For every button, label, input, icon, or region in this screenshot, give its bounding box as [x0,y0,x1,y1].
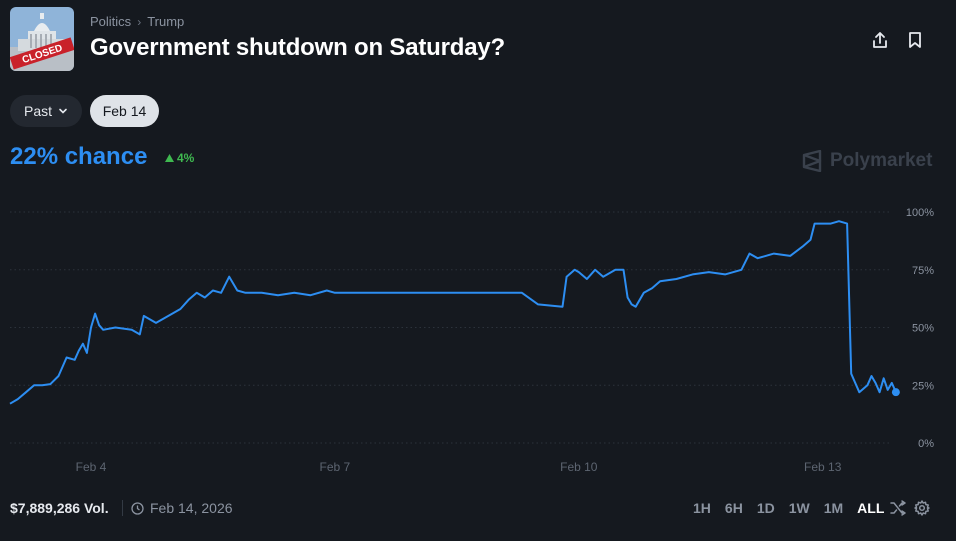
breadcrumb-trump[interactable]: Trump [147,14,185,29]
chance-value: 22% chance [10,143,148,170]
price-chart[interactable]: 100% 75% 50% 25% 0% Feb 4 Feb 7 Feb 10 Feb 13 [0,195,956,480]
change-value: 4% [177,151,195,165]
breadcrumb: Politics › Trump [90,14,184,29]
series-line [9,220,897,405]
share-button[interactable] [870,30,890,50]
x-tick-label: Feb 10 [560,460,598,474]
y-tick-label: 75% [912,265,934,277]
x-tick-label: Feb 4 [76,460,107,474]
divider [122,500,123,516]
end-date-text: Feb 14, 2026 [150,500,233,516]
volume-label: $7,889,286 Vol. [10,500,109,516]
range-6h[interactable]: 6H [724,500,743,516]
range-1w[interactable]: 1W [788,500,810,516]
chart-tools [890,500,930,516]
x-axis: Feb 4 Feb 7 Feb 10 Feb 13 [76,460,842,474]
end-date: Feb 14, 2026 [131,500,233,516]
chevron-down-icon [59,108,67,114]
y-axis: 100% 75% 50% 25% 0% [906,207,934,450]
range-1d[interactable]: 1D [756,500,775,516]
page-title: Government shutdown on Saturday? [90,34,505,61]
range-1h[interactable]: 1H [693,500,711,516]
change-badge: 4% [165,151,194,165]
past-dropdown-label: Past [23,103,52,119]
range-all[interactable]: ALL [857,500,885,516]
x-tick-label: Feb 7 [320,460,351,474]
market-thumbnail: CLOSED [10,7,74,71]
bookmark-button[interactable] [905,30,925,50]
date-filter-pill[interactable]: Feb 14 [90,95,159,127]
past-dropdown[interactable]: Past [10,95,82,127]
clock-icon [131,501,144,515]
y-tick-label: 50% [912,323,934,335]
range-1m[interactable]: 1M [823,500,844,516]
triangle-up-icon [165,154,174,162]
chevron-right-icon: › [137,14,142,29]
y-tick-label: 0% [918,438,934,450]
polymarket-icon [802,150,822,172]
shuffle-icon[interactable] [890,500,906,516]
bookmark-icon [909,32,921,48]
date-filter-label: Feb 14 [102,103,147,119]
breadcrumb-politics[interactable]: Politics [90,14,132,29]
polymarket-wordmark: Polymarket [830,150,933,171]
y-tick-label: 100% [906,207,934,219]
grid [10,211,892,444]
settings-icon[interactable] [914,500,930,516]
x-tick-label: Feb 13 [804,460,842,474]
time-range-selector: 1H 6H 1D 1W 1M ALL [693,500,898,516]
polymarket-logo: Polymarket [802,150,932,172]
y-tick-label: 25% [912,380,934,392]
current-point [891,388,900,397]
share-icon [873,32,887,48]
